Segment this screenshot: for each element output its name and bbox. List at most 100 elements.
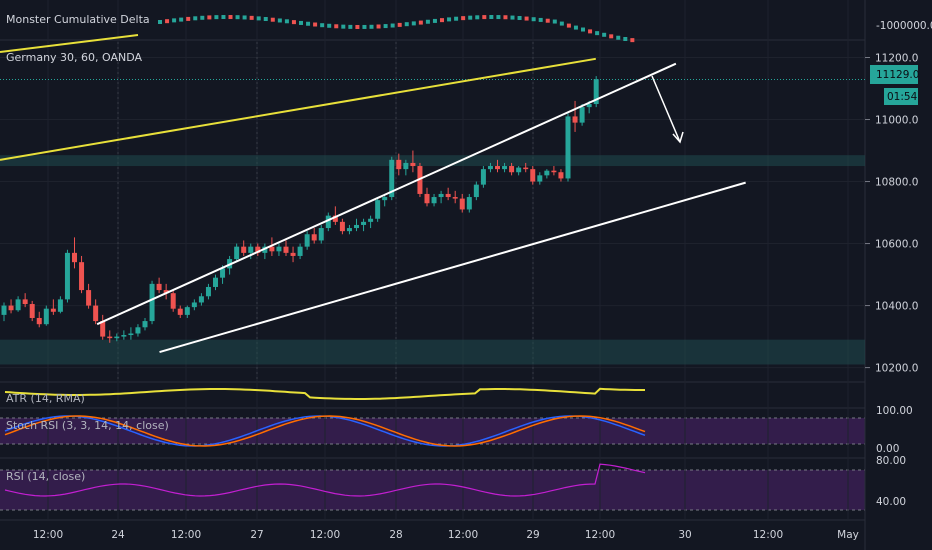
candle-body[interactable]	[502, 166, 508, 170]
delta-bar	[496, 15, 501, 20]
delta-bar	[249, 15, 254, 20]
candle-body[interactable]	[558, 172, 564, 179]
delta-bar	[454, 16, 459, 21]
candle-body[interactable]	[255, 246, 261, 253]
candle-body[interactable]	[332, 215, 338, 222]
candle-body[interactable]	[382, 197, 388, 201]
candle-body[interactable]	[269, 246, 275, 252]
candle-body[interactable]	[325, 215, 331, 229]
candle-body[interactable]	[8, 305, 14, 311]
candle-body[interactable]	[438, 193, 444, 198]
candle-body[interactable]	[50, 308, 56, 312]
candle-body[interactable]	[128, 333, 134, 336]
delta-bar	[602, 32, 607, 37]
candle-body[interactable]	[586, 104, 592, 108]
candle-body[interactable]	[205, 286, 211, 297]
candle-body[interactable]	[346, 228, 352, 232]
candle-body[interactable]	[459, 198, 465, 210]
candle-body[interactable]	[43, 308, 49, 325]
candle-body[interactable]	[135, 327, 141, 334]
yellow-trendline	[0, 57, 596, 161]
candle-body[interactable]	[431, 197, 437, 204]
delta-bar	[172, 18, 177, 23]
delta-bar	[581, 27, 585, 32]
candle-body[interactable]	[375, 200, 381, 219]
candle-body[interactable]	[354, 224, 359, 229]
candle-body[interactable]	[283, 246, 289, 253]
candle-body[interactable]	[495, 166, 500, 170]
candle-body[interactable]	[530, 169, 536, 182]
x-tick-label: 27	[250, 529, 263, 541]
candle-body[interactable]	[572, 116, 578, 123]
candle-body[interactable]	[163, 290, 169, 294]
rsi-line	[4, 463, 646, 497]
candle-body[interactable]	[473, 184, 479, 198]
candle-body[interactable]	[248, 246, 254, 253]
candle-body[interactable]	[241, 246, 247, 253]
candle-body[interactable]	[593, 79, 599, 105]
candle-body[interactable]	[213, 277, 218, 287]
atr-pane-label: ATR (14, RMA)	[6, 392, 85, 405]
candle-body[interactable]	[551, 170, 557, 173]
candle-body[interactable]	[452, 197, 458, 199]
candle-body[interactable]	[389, 159, 395, 198]
candle-body[interactable]	[276, 246, 282, 252]
candle-body[interactable]	[466, 197, 472, 210]
candle-body[interactable]	[86, 290, 92, 306]
x-tick-label: 12:00	[585, 529, 615, 541]
candle-body[interactable]	[191, 302, 197, 308]
candle-body[interactable]	[297, 246, 303, 256]
candle-body[interactable]	[177, 308, 183, 315]
candle-body[interactable]	[29, 304, 35, 318]
candle-body[interactable]	[64, 252, 70, 300]
candle-body[interactable]	[487, 166, 493, 170]
candle-body[interactable]	[198, 296, 204, 303]
candle-body[interactable]	[579, 107, 585, 123]
candle-body[interactable]	[403, 162, 409, 170]
candle-body[interactable]	[544, 170, 550, 176]
delta-bar	[588, 29, 593, 34]
candle-body[interactable]	[15, 299, 21, 311]
candle-body[interactable]	[72, 252, 77, 263]
candle-body[interactable]	[445, 193, 451, 198]
candle-body[interactable]	[304, 234, 310, 247]
candle-body[interactable]	[339, 221, 345, 232]
candle-body[interactable]	[114, 336, 120, 339]
candle-body[interactable]	[79, 262, 85, 291]
candle-body[interactable]	[480, 169, 486, 185]
candle-body[interactable]	[509, 166, 515, 173]
candle-body[interactable]	[220, 268, 226, 278]
delta-bar	[489, 15, 494, 20]
axes: 10200.0 10400.0 10600.0 10800.0 11000.0 11200…	[33, 53, 919, 541]
candle-body[interactable]	[318, 228, 324, 241]
candle-body[interactable]	[234, 246, 240, 260]
candle-body[interactable]	[156, 283, 162, 291]
candle-body[interactable]	[368, 218, 374, 222]
candle-body[interactable]	[121, 335, 127, 337]
candle-body[interactable]	[149, 283, 155, 322]
candle-body[interactable]	[396, 159, 402, 170]
candle-body[interactable]	[523, 167, 529, 170]
candle-body[interactable]	[100, 321, 106, 337]
candle-body[interactable]	[170, 293, 176, 309]
candle-body[interactable]	[516, 167, 522, 173]
candle-body[interactable]	[361, 221, 367, 225]
candle-body[interactable]	[184, 307, 190, 315]
delta-bar	[179, 17, 184, 22]
candle-body[interactable]	[424, 193, 430, 204]
candle-body[interactable]	[1, 305, 7, 315]
candle-body[interactable]	[107, 336, 113, 339]
candle-body[interactable]	[36, 317, 42, 325]
candle-body[interactable]	[565, 116, 571, 179]
candle-body[interactable]	[537, 175, 543, 182]
candle-body[interactable]	[142, 321, 148, 328]
candle-body[interactable]	[311, 234, 317, 241]
candles[interactable]	[1, 76, 599, 343]
candle-body[interactable]	[93, 305, 99, 322]
candle-body[interactable]	[290, 252, 296, 256]
main-pane-title: Germany 30, 60, OANDA	[6, 51, 143, 64]
candle-body[interactable]	[22, 299, 28, 305]
yellow-trendline-top	[0, 34, 139, 53]
candle-body[interactable]	[410, 162, 416, 167]
candle-body[interactable]	[57, 299, 63, 312]
